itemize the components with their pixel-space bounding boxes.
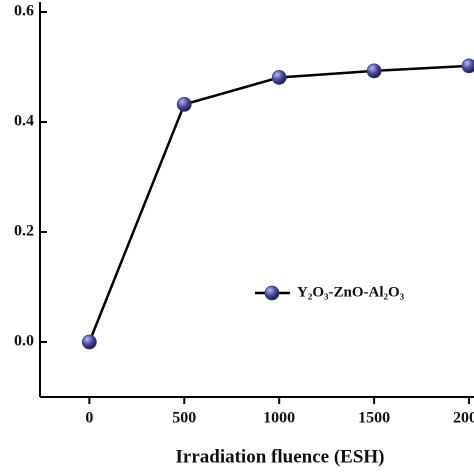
x-tick-label: 0 <box>85 410 93 427</box>
data-point <box>461 58 474 74</box>
y-tick-label: 0.0 <box>14 333 34 350</box>
data-point <box>366 63 382 79</box>
x-tick-label: 1000 <box>263 410 295 427</box>
x-tick-label: 500 <box>172 410 196 427</box>
y-tick-label: 0.4 <box>14 113 34 130</box>
x-tick-label: 1500 <box>358 410 390 427</box>
y-tick-label: 0.6 <box>14 3 34 20</box>
y-tick-label: 0.2 <box>14 223 34 240</box>
x-tick-label: 2000 <box>453 410 474 427</box>
x-axis-label: Irradiation fluence (ESH) <box>176 446 385 467</box>
legend-marker <box>264 285 280 301</box>
legend-label: Y₂O₃-ZnO-Al₂O₃ <box>297 284 405 300</box>
data-point <box>176 97 192 112</box>
series-line <box>88 64 470 343</box>
data-point <box>271 70 287 85</box>
data-point <box>81 334 97 350</box>
